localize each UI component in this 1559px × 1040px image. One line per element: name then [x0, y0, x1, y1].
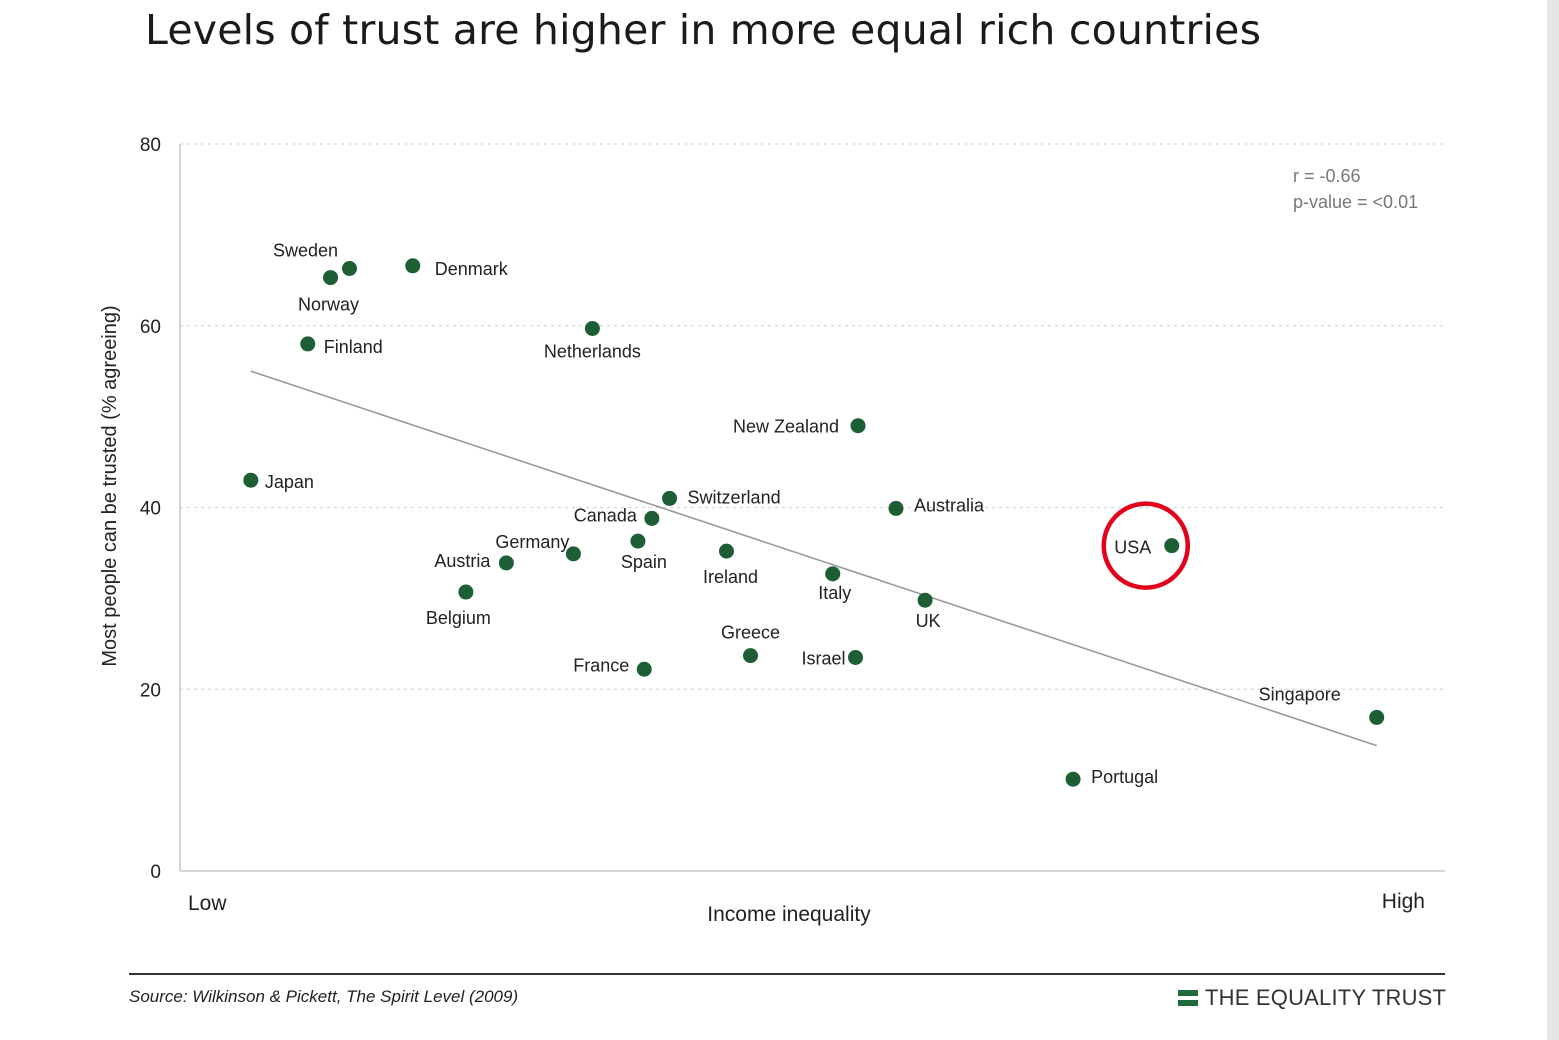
- y-axis-title: Most people can be trusted (% agreeing): [99, 305, 121, 666]
- point-label-canada: Canada: [574, 505, 638, 525]
- point-germany: [565, 546, 581, 562]
- point-label-spain: Spain: [621, 552, 667, 572]
- point-label-singapore: Singapore: [1259, 684, 1341, 704]
- y-tick-label-60: 60: [140, 317, 161, 338]
- point-label-germany: Germany: [495, 532, 569, 552]
- correlation-label: r = -0.66: [1293, 166, 1361, 186]
- point-finland: [300, 336, 316, 352]
- trendline: [250, 370, 1377, 747]
- point-label-uk: UK: [916, 611, 941, 631]
- point-label-sweden: Sweden: [273, 240, 338, 260]
- equality-trust-icon: [1178, 990, 1198, 1006]
- point-label-belgium: Belgium: [426, 608, 491, 628]
- point-label-greece: Greece: [721, 623, 780, 643]
- x-tick-label-low: Low: [188, 892, 227, 915]
- chart-title: Levels of trust are higher in more equal…: [145, 6, 1262, 54]
- point-japan: [243, 472, 259, 488]
- footer-divider: [129, 973, 1445, 975]
- y-tick-label-80: 80: [140, 135, 161, 156]
- point-france: [636, 661, 652, 677]
- point-italy: [825, 566, 841, 582]
- point-greece: [743, 648, 759, 664]
- point-label-finland: Finland: [324, 337, 383, 357]
- point-label-denmark: Denmark: [435, 259, 509, 279]
- stats-annotation: r = -0.66 p-value = <0.01: [1293, 166, 1418, 212]
- point-label-norway: Norway: [298, 295, 359, 315]
- point-label-italy: Italy: [818, 583, 851, 603]
- point-spain: [630, 533, 646, 549]
- y-tick-label-20: 20: [140, 680, 161, 701]
- point-labels-group: Japan Finland Norway Sweden Denmark Belgium Au…: [265, 240, 1341, 787]
- source-citation: Source: Wilkinson & Pickett, The Spirit …: [129, 987, 519, 1006]
- point-label-portugal: Portugal: [1091, 767, 1158, 787]
- point-belgium: [458, 584, 474, 600]
- point-netherlands: [584, 320, 600, 336]
- right-edge-strip: [1547, 0, 1559, 1040]
- point-label-israel: Israel: [801, 648, 845, 668]
- points-group: [243, 258, 1385, 787]
- point-label-france: France: [573, 655, 629, 675]
- point-label-austria: Austria: [434, 551, 491, 571]
- point-label-ireland: Ireland: [703, 567, 758, 587]
- point-switzerland: [662, 490, 678, 506]
- y-tick-label-40: 40: [140, 499, 161, 520]
- point-australia: [888, 500, 904, 516]
- point-label-japan: Japan: [265, 472, 314, 492]
- point-new-zealand: [850, 418, 866, 434]
- x-axis-title: Income inequality: [707, 903, 871, 926]
- brand-logo: THE EQUALITY TRUST: [1178, 985, 1446, 1011]
- point-label-australia: Australia: [914, 495, 985, 515]
- point-portugal: [1065, 771, 1081, 787]
- y-tick-label-0: 0: [150, 862, 161, 883]
- point-israel: [848, 649, 864, 665]
- grid-lines: [180, 143, 1445, 690]
- point-label-usa: USA: [1114, 538, 1151, 558]
- point-label-switzerland: Switzerland: [688, 487, 781, 507]
- p-value-label: p-value = <0.01: [1293, 192, 1418, 212]
- point-canada: [644, 510, 660, 526]
- x-tick-label-high: High: [1382, 890, 1425, 913]
- point-label-netherlands: Netherlands: [544, 341, 641, 361]
- point-austria: [498, 555, 514, 571]
- highlight-ring-usa: [1101, 501, 1191, 590]
- point-sweden: [342, 260, 358, 276]
- point-norway: [323, 270, 339, 286]
- point-uk: [917, 592, 933, 608]
- point-singapore: [1369, 709, 1385, 725]
- point-denmark: [405, 258, 421, 274]
- trendline-group: [250, 370, 1377, 747]
- point-label-new-zealand: New Zealand: [733, 417, 839, 437]
- point-usa: [1164, 538, 1180, 554]
- brand-name: THE EQUALITY TRUST: [1205, 985, 1447, 1010]
- point-ireland: [718, 543, 734, 559]
- axes: 0 20 40 60 80 Low High Income inequality Most pe…: [99, 135, 1445, 926]
